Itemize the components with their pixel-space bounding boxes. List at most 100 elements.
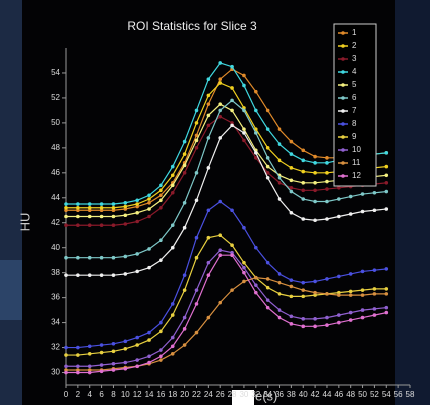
data-point (195, 288, 199, 292)
data-point (183, 152, 187, 156)
data-point (171, 352, 175, 356)
data-point (301, 295, 305, 299)
data-point (64, 273, 68, 277)
data-point (171, 345, 175, 349)
data-point (147, 215, 151, 219)
data-point (112, 206, 116, 210)
data-point (290, 322, 294, 326)
data-point (290, 211, 294, 215)
data-point (313, 218, 317, 222)
data-point (183, 164, 187, 168)
x-tick-label: 28 (228, 390, 237, 399)
legend-label: 1 (352, 28, 357, 37)
data-point (349, 290, 353, 294)
data-point (88, 273, 92, 277)
data-point (124, 272, 128, 276)
legend-marker (341, 57, 345, 61)
x-tick-label: 20 (180, 390, 189, 399)
data-point (195, 109, 199, 113)
data-point (384, 292, 388, 296)
data-point (361, 293, 365, 297)
data-point (195, 256, 199, 260)
data-point (218, 77, 222, 81)
data-point (301, 181, 305, 185)
data-point (313, 171, 317, 175)
data-point (76, 364, 80, 368)
data-point (230, 288, 234, 292)
data-point (254, 109, 258, 113)
data-point (349, 293, 353, 297)
x-tick-label: 52 (370, 390, 379, 399)
x-tick-label: 22 (192, 390, 201, 399)
data-point (278, 127, 282, 131)
data-point (64, 215, 68, 219)
data-point (207, 102, 211, 106)
data-point (147, 201, 151, 205)
data-point (218, 115, 222, 119)
legend-marker (341, 122, 345, 126)
data-point (301, 317, 305, 321)
data-point (384, 165, 388, 169)
data-point (266, 306, 270, 310)
data-point (230, 109, 234, 113)
data-point (325, 277, 329, 281)
data-point (135, 220, 139, 224)
legend-marker (341, 83, 345, 87)
chart-title: ROI Statistics for Slice 3 (127, 19, 257, 33)
legend-label: 9 (352, 132, 357, 141)
data-point (230, 253, 234, 257)
data-point (266, 165, 270, 169)
data-point (112, 342, 116, 346)
data-point (100, 273, 104, 277)
x-tick-label: 26 (216, 390, 225, 399)
data-point (207, 273, 211, 277)
data-point (278, 272, 282, 276)
legend-marker (341, 96, 345, 100)
data-point (301, 197, 305, 201)
data-point (124, 201, 128, 205)
data-point (112, 215, 116, 219)
data-point (124, 361, 128, 365)
x-tick-label: 50 (358, 390, 367, 399)
data-point (171, 183, 175, 187)
data-point (207, 136, 211, 140)
data-point (278, 281, 282, 285)
data-point (301, 325, 305, 329)
legend-label: 12 (352, 171, 361, 180)
data-point (325, 156, 329, 160)
data-point (313, 200, 317, 204)
data-point (301, 188, 305, 192)
x-tick-label: 38 (287, 390, 296, 399)
y-tick-label: 30 (51, 368, 60, 377)
data-point (313, 155, 317, 159)
right-panel (395, 0, 430, 405)
data-point (290, 166, 294, 170)
data-point (266, 261, 270, 265)
data-point (159, 183, 163, 187)
data-point (242, 280, 246, 284)
y-tick-label: 50 (51, 118, 60, 127)
data-point (301, 159, 305, 163)
data-point (301, 149, 305, 153)
data-point (290, 278, 294, 282)
legend-label: 2 (352, 41, 357, 50)
data-point (207, 261, 211, 265)
y-tick-label: 36 (51, 293, 60, 302)
data-point (64, 202, 68, 206)
data-point (88, 206, 92, 210)
data-point (76, 206, 80, 210)
data-point (266, 277, 270, 281)
data-point (218, 102, 222, 106)
x-tick-label: 48 (346, 390, 355, 399)
x-tick-label: 58 (406, 390, 415, 399)
data-point (100, 256, 104, 260)
data-point (218, 200, 222, 204)
data-point (337, 186, 341, 190)
legend-marker (341, 135, 345, 139)
data-point (100, 202, 104, 206)
data-point (384, 181, 388, 185)
data-point (112, 223, 116, 227)
data-point (278, 159, 282, 163)
data-point (159, 321, 163, 325)
data-point (112, 350, 116, 354)
